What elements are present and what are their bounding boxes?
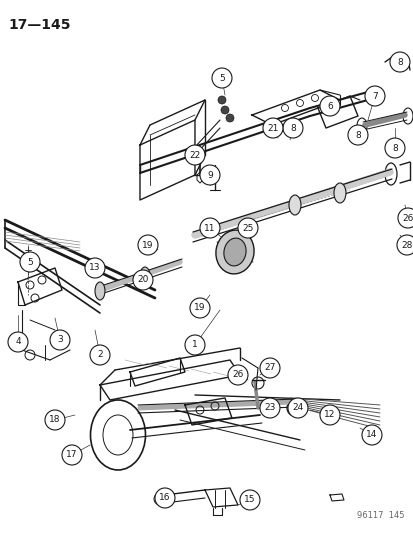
Circle shape <box>262 118 282 138</box>
Circle shape <box>361 425 381 445</box>
Circle shape <box>199 218 219 238</box>
Text: 19: 19 <box>142 240 153 249</box>
Text: 13: 13 <box>89 263 100 272</box>
Circle shape <box>154 488 175 508</box>
Text: 23: 23 <box>263 403 275 413</box>
Circle shape <box>85 258 105 278</box>
Circle shape <box>62 445 82 465</box>
Text: 11: 11 <box>204 223 215 232</box>
Circle shape <box>397 208 413 228</box>
Text: 8: 8 <box>354 131 360 140</box>
Circle shape <box>133 270 153 290</box>
Circle shape <box>50 330 70 350</box>
Text: 17—145: 17—145 <box>8 18 70 32</box>
Circle shape <box>45 410 65 430</box>
Circle shape <box>20 252 40 272</box>
Ellipse shape <box>333 183 345 203</box>
Ellipse shape <box>288 195 300 215</box>
Text: 8: 8 <box>391 143 397 152</box>
Circle shape <box>228 365 247 385</box>
Text: 24: 24 <box>292 403 303 413</box>
Text: 17: 17 <box>66 450 78 459</box>
Text: 8: 8 <box>290 124 295 133</box>
Text: 16: 16 <box>159 494 170 503</box>
Text: 5: 5 <box>218 74 224 83</box>
Circle shape <box>347 125 367 145</box>
Text: 2: 2 <box>97 351 102 359</box>
Circle shape <box>221 106 228 114</box>
Circle shape <box>237 218 257 238</box>
Circle shape <box>282 118 302 138</box>
Circle shape <box>90 345 110 365</box>
Text: 22: 22 <box>189 150 200 159</box>
Text: 9: 9 <box>206 171 212 180</box>
Text: 15: 15 <box>244 496 255 504</box>
Ellipse shape <box>215 230 254 274</box>
Text: 20: 20 <box>137 276 148 285</box>
Ellipse shape <box>223 238 245 266</box>
Text: 1: 1 <box>192 341 197 350</box>
Circle shape <box>384 138 404 158</box>
Circle shape <box>218 96 225 104</box>
Circle shape <box>287 398 307 418</box>
Circle shape <box>240 490 259 510</box>
Text: 27: 27 <box>263 364 275 373</box>
Circle shape <box>364 86 384 106</box>
Text: 28: 28 <box>400 240 412 249</box>
Circle shape <box>199 165 219 185</box>
Text: 96117  145: 96117 145 <box>356 511 404 520</box>
Circle shape <box>8 332 28 352</box>
Circle shape <box>319 96 339 116</box>
Circle shape <box>259 358 279 378</box>
Text: 25: 25 <box>242 223 253 232</box>
Text: 4: 4 <box>15 337 21 346</box>
Text: 12: 12 <box>323 410 335 419</box>
Text: 26: 26 <box>401 214 413 222</box>
Text: 14: 14 <box>366 431 377 440</box>
Circle shape <box>138 235 158 255</box>
Circle shape <box>389 52 409 72</box>
Text: 18: 18 <box>49 416 61 424</box>
Text: 21: 21 <box>267 124 278 133</box>
Circle shape <box>185 145 204 165</box>
Text: 26: 26 <box>232 370 243 379</box>
Circle shape <box>319 405 339 425</box>
Circle shape <box>225 114 233 122</box>
Text: 3: 3 <box>57 335 63 344</box>
Text: 19: 19 <box>194 303 205 312</box>
Circle shape <box>259 398 279 418</box>
Circle shape <box>211 68 231 88</box>
Ellipse shape <box>140 267 150 285</box>
Text: 6: 6 <box>326 101 332 110</box>
Circle shape <box>396 235 413 255</box>
Text: 7: 7 <box>371 92 377 101</box>
Text: 8: 8 <box>396 58 402 67</box>
Circle shape <box>185 335 204 355</box>
Text: 5: 5 <box>27 257 33 266</box>
Ellipse shape <box>95 282 105 300</box>
Circle shape <box>190 298 209 318</box>
